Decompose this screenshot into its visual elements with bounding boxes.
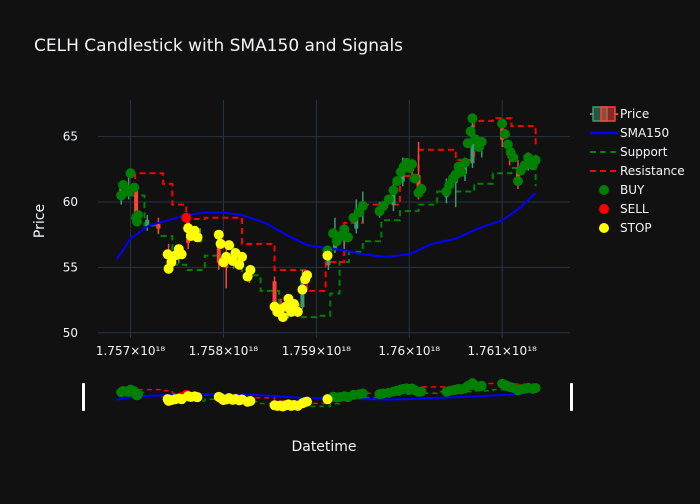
x-tick-label: 1.757×10¹⁸ bbox=[96, 344, 165, 358]
legend-item-sell[interactable]: SELL bbox=[599, 202, 649, 216]
candle-body bbox=[156, 223, 161, 229]
stop-marker bbox=[234, 259, 245, 270]
range-slider-left-handle[interactable] bbox=[82, 383, 85, 411]
legend-label-support: Support bbox=[620, 145, 668, 159]
buy-marker bbox=[519, 160, 530, 171]
y-axis-label: Price bbox=[32, 204, 48, 238]
buy-marker bbox=[467, 113, 478, 124]
stop-marker bbox=[237, 251, 248, 262]
axis-layer: 50 55 60 65 1.757×10¹⁸ 1.758×10¹⁸ 1.759×10¹⁸ 1.… bbox=[63, 130, 537, 358]
buy-marker bbox=[465, 126, 476, 137]
legend-item-support[interactable]: Support bbox=[590, 145, 668, 159]
legend-label-stop: STOP bbox=[620, 221, 652, 235]
legend-label-resistance: Resistance bbox=[620, 164, 685, 178]
sma150-line bbox=[115, 192, 537, 261]
stop-marker bbox=[292, 306, 303, 317]
legend-label-buy: BUY bbox=[620, 183, 645, 197]
y-tick-label: 50 bbox=[63, 326, 78, 340]
buy-marker bbox=[409, 173, 420, 184]
stop-marker bbox=[192, 232, 203, 243]
range-slider-buy-marker bbox=[476, 380, 487, 391]
buy-marker bbox=[416, 183, 427, 194]
buy-marker bbox=[392, 176, 403, 187]
buy-marker bbox=[378, 200, 389, 211]
range-slider-stop-marker bbox=[322, 394, 333, 405]
stop-marker bbox=[245, 265, 256, 275]
buy-marker bbox=[125, 168, 136, 179]
series-layer bbox=[115, 113, 541, 323]
buy-marker bbox=[499, 129, 510, 139]
range-slider-stop-marker bbox=[245, 396, 256, 406]
legend-item-sma150[interactable]: SMA150 bbox=[590, 126, 669, 140]
stop-marker bbox=[289, 299, 300, 309]
buy-marker bbox=[342, 232, 353, 243]
legend-item-price[interactable]: Price bbox=[590, 106, 649, 122]
support-line bbox=[121, 167, 537, 319]
range-slider-buy-marker bbox=[357, 388, 368, 399]
legend-item-resistance[interactable]: Resistance bbox=[590, 164, 685, 178]
x-tick-label: 1.759×10¹⁸ bbox=[282, 344, 351, 358]
buy-marker bbox=[460, 157, 471, 168]
stop-marker bbox=[297, 284, 308, 295]
legend-symbol-buy bbox=[599, 185, 609, 195]
candlestick bbox=[156, 217, 161, 234]
candlestick bbox=[145, 215, 150, 231]
buy-marker bbox=[462, 138, 473, 149]
buy-marker bbox=[476, 136, 487, 147]
buy-marker bbox=[497, 118, 508, 129]
y-tick-label: 60 bbox=[63, 195, 78, 209]
stop-marker bbox=[162, 249, 173, 260]
legend-label-sma150: SMA150 bbox=[620, 126, 669, 140]
buy-marker bbox=[508, 152, 519, 163]
range-slider[interactable] bbox=[82, 378, 573, 412]
legend[interactable]: Price SMA150 Support Resistance BUY SELL STOP bbox=[590, 106, 685, 235]
stop-marker bbox=[277, 312, 288, 323]
legend-label-price: Price bbox=[620, 107, 649, 121]
range-slider-stop-marker bbox=[302, 396, 313, 407]
stop-marker bbox=[224, 240, 235, 251]
buy-marker bbox=[388, 185, 399, 196]
buy-marker bbox=[383, 194, 394, 205]
range-slider-buy-marker bbox=[132, 389, 143, 400]
y-tick-label: 65 bbox=[63, 130, 78, 144]
buy-marker bbox=[502, 139, 513, 150]
buy-marker bbox=[129, 182, 140, 193]
range-slider-buy-marker bbox=[416, 386, 427, 397]
x-axis-label: Datetime bbox=[291, 439, 356, 455]
legend-symbol-sell bbox=[599, 204, 609, 214]
y-tick-label: 55 bbox=[63, 260, 78, 274]
legend-item-buy[interactable]: BUY bbox=[599, 183, 645, 197]
legend-label-sell: SELL bbox=[620, 202, 649, 216]
range-slider-buy-marker bbox=[530, 383, 541, 394]
buy-marker bbox=[530, 155, 541, 166]
buy-marker bbox=[339, 224, 350, 235]
buy-marker bbox=[357, 200, 368, 211]
candle-body bbox=[145, 219, 150, 227]
buy-marker bbox=[456, 166, 467, 177]
x-tick-label: 1.758×10¹⁸ bbox=[189, 344, 258, 358]
chart-title: CELH Candlestick with SMA150 and Signals bbox=[34, 36, 403, 56]
buy-marker bbox=[407, 159, 418, 170]
stop-marker bbox=[176, 249, 187, 260]
range-slider-right-handle[interactable] bbox=[570, 383, 573, 411]
stop-marker bbox=[213, 229, 224, 240]
range-slider-stop-marker bbox=[192, 392, 203, 403]
buy-marker bbox=[132, 210, 143, 221]
buy-marker bbox=[512, 176, 523, 187]
x-tick-label: 1.76×10¹⁸ bbox=[378, 344, 440, 358]
stop-marker bbox=[322, 250, 333, 261]
grid-layer bbox=[98, 100, 570, 338]
legend-symbol-stop bbox=[599, 223, 609, 233]
x-tick-label: 1.761×10¹⁸ bbox=[468, 344, 537, 358]
legend-symbol-price-down bbox=[600, 106, 616, 122]
stop-marker bbox=[215, 238, 226, 249]
sell-marker bbox=[181, 212, 192, 223]
legend-item-stop[interactable]: STOP bbox=[599, 221, 652, 235]
stop-marker bbox=[302, 270, 313, 281]
